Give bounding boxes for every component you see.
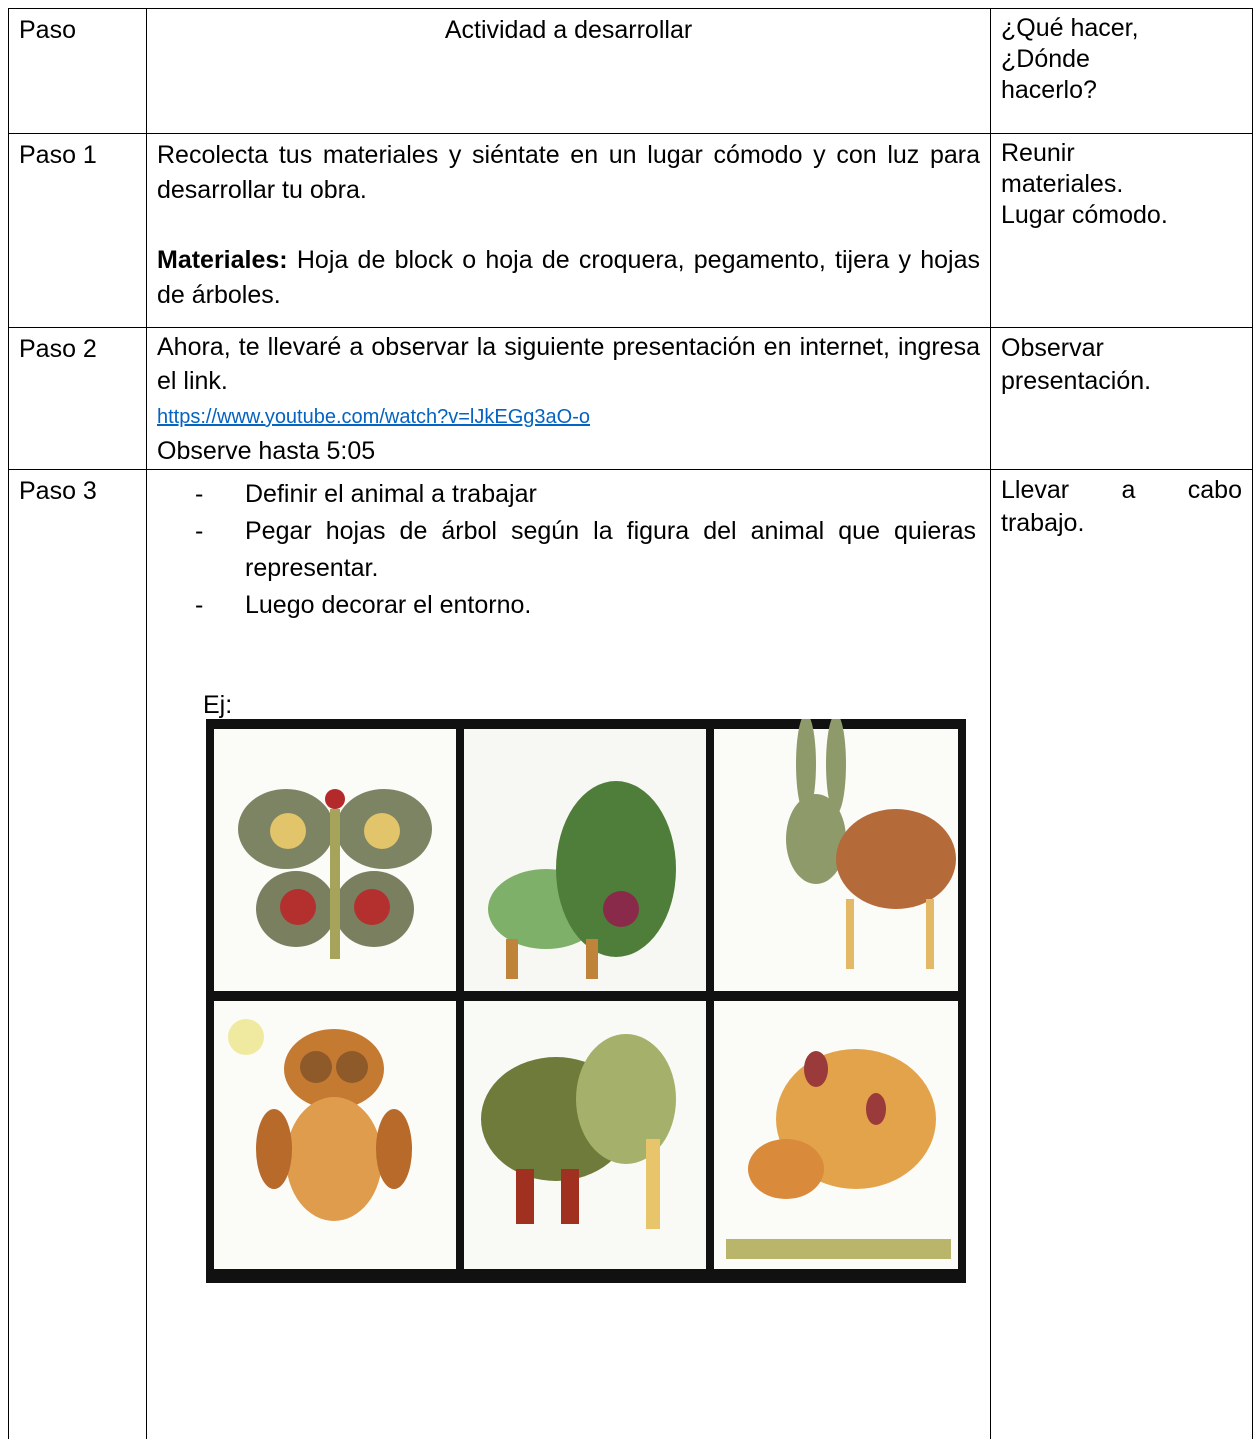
- activity-text: Recolecta tus materiales y siéntate en u…: [157, 141, 980, 204]
- bullet-list: Definir el animal a trabajar Pegar hojas…: [155, 476, 982, 624]
- bullet: Pegar hojas de árbol según la figura del…: [155, 513, 982, 587]
- action-text: Lugar cómodo.: [1001, 201, 1168, 229]
- header-action: hacerlo?: [1001, 76, 1097, 104]
- bullet: Definir el animal a trabajar: [155, 476, 982, 513]
- butterfly: [238, 789, 432, 959]
- step: Paso 3: [19, 477, 97, 505]
- action-cell: Reunir materiales. Lugar cómodo.: [990, 133, 1253, 327]
- activity-cell: Recolecta tus materiales y siéntate en u…: [146, 133, 990, 327]
- activity-cell: Definir el animal a trabajar Pegar hojas…: [146, 469, 990, 1439]
- activity-text: Ahora, te llevaré a observar la siguient…: [157, 333, 980, 395]
- header-cell: ¿Qué hacer, ¿Dónde hacerlo?: [990, 8, 1253, 133]
- header-cell: Actividad a desarrollar: [146, 8, 990, 133]
- note: Observe hasta 5:05: [157, 437, 376, 465]
- header-cell: Paso: [8, 8, 146, 133]
- materials-label: Materiales:: [157, 246, 288, 274]
- materials-text: Hoja de block o hoja de croquera, pegame…: [157, 246, 980, 309]
- step-cell: Paso 2: [8, 327, 146, 469]
- activity-cell: Ahora, te llevaré a observar la siguient…: [146, 327, 990, 469]
- step: Paso 1: [19, 141, 97, 169]
- header-action: ¿Qué hacer,: [1001, 14, 1139, 42]
- step-cell: Paso 3: [8, 469, 146, 1439]
- action-text: materiales.: [1001, 170, 1124, 198]
- step-cell: Paso 1: [8, 133, 146, 327]
- bullet: Luego decorar el entorno.: [155, 587, 982, 624]
- action-text: presentación.: [1001, 367, 1152, 395]
- owl: [228, 1019, 412, 1221]
- example-image: [206, 719, 966, 1283]
- header-step: Paso: [19, 16, 76, 44]
- donkey: [786, 719, 956, 969]
- elephant: [481, 1034, 676, 1229]
- action-text: trabajo.: [1001, 509, 1085, 537]
- action-text: Reunir: [1001, 139, 1075, 167]
- action-cell: Observar presentación.: [990, 327, 1253, 469]
- hedgehog: [726, 1049, 951, 1259]
- header-action: ¿Dónde: [1001, 45, 1090, 73]
- action-cell: Llevar a cabo trabajo.: [990, 469, 1253, 1439]
- materials: Materiales: Hoja de block o hoja de croq…: [157, 243, 980, 313]
- action-text: Llevar a cabo: [1001, 476, 1242, 504]
- action-text: Observar: [1001, 334, 1104, 362]
- example-label: Ej:: [203, 691, 233, 719]
- cat: [488, 781, 676, 979]
- header-activity: Actividad a desarrollar: [444, 16, 693, 44]
- video-link[interactable]: https://www.youtube.com/watch?v=lJkEGg3a…: [157, 406, 590, 428]
- step: Paso 2: [19, 335, 97, 363]
